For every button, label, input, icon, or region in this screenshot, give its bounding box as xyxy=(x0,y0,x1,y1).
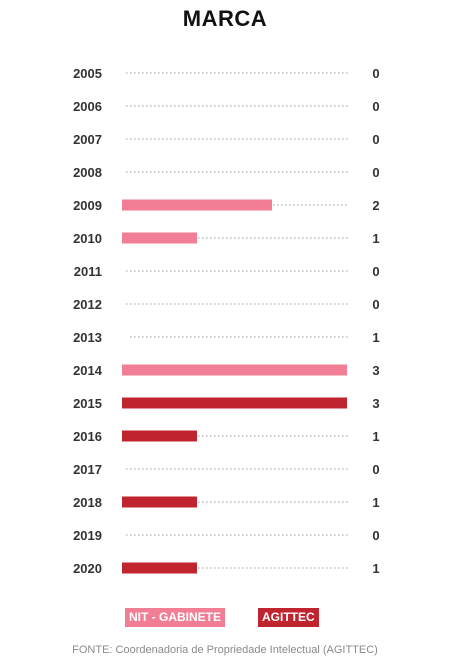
category-label-2009: 2009 xyxy=(73,198,102,213)
category-label-2013: 2013 xyxy=(73,330,102,345)
value-label-2014: 3 xyxy=(372,363,379,378)
bar-2018 xyxy=(122,496,197,508)
category-label-2007: 2007 xyxy=(73,132,102,147)
value-label-2008: 0 xyxy=(372,165,379,180)
category-label-2016: 2016 xyxy=(73,429,102,444)
value-label-2010: 1 xyxy=(372,231,379,246)
bar-2010 xyxy=(122,232,197,244)
legend-item-nit-gabinete: NIT - GABINETE xyxy=(125,608,225,627)
category-label-2010: 2010 xyxy=(73,231,102,246)
category-label-2005: 2005 xyxy=(73,66,102,81)
value-label-2016: 1 xyxy=(372,429,379,444)
bar-2009 xyxy=(122,199,272,211)
category-label-2011: 2011 xyxy=(74,264,102,279)
value-label-2019: 0 xyxy=(372,528,379,543)
category-label-2006: 2006 xyxy=(73,99,102,114)
value-label-2020: 1 xyxy=(372,561,379,576)
value-label-2012: 0 xyxy=(372,297,379,312)
category-label-2008: 2008 xyxy=(73,165,102,180)
category-label-2012: 2012 xyxy=(73,297,102,312)
value-label-2007: 0 xyxy=(372,132,379,147)
source-note: FONTE: Coordenadoria de Propriedade Inte… xyxy=(72,644,378,656)
category-label-2014: 2014 xyxy=(73,363,103,378)
category-label-2017: 2017 xyxy=(73,462,102,477)
value-label-2018: 1 xyxy=(372,495,379,510)
value-label-2017: 0 xyxy=(372,462,379,477)
bar-2020 xyxy=(122,562,197,574)
value-label-2011: 0 xyxy=(372,264,379,279)
value-label-2005: 0 xyxy=(372,66,379,81)
category-label-2018: 2018 xyxy=(73,495,102,510)
category-label-2020: 2020 xyxy=(73,561,102,576)
value-label-2015: 3 xyxy=(372,396,379,411)
bar-2014 xyxy=(122,364,347,376)
legend-item-agittec: AGITTEC xyxy=(258,608,319,627)
bar-2015 xyxy=(122,397,347,409)
value-label-2006: 0 xyxy=(372,99,379,114)
value-label-2013: 1 xyxy=(372,330,379,345)
bar-2016 xyxy=(122,430,197,442)
chart-title: MARCA xyxy=(182,6,268,31)
category-label-2019: 2019 xyxy=(73,528,102,543)
value-label-2009: 2 xyxy=(372,198,379,213)
category-label-2015: 2015 xyxy=(73,396,102,411)
